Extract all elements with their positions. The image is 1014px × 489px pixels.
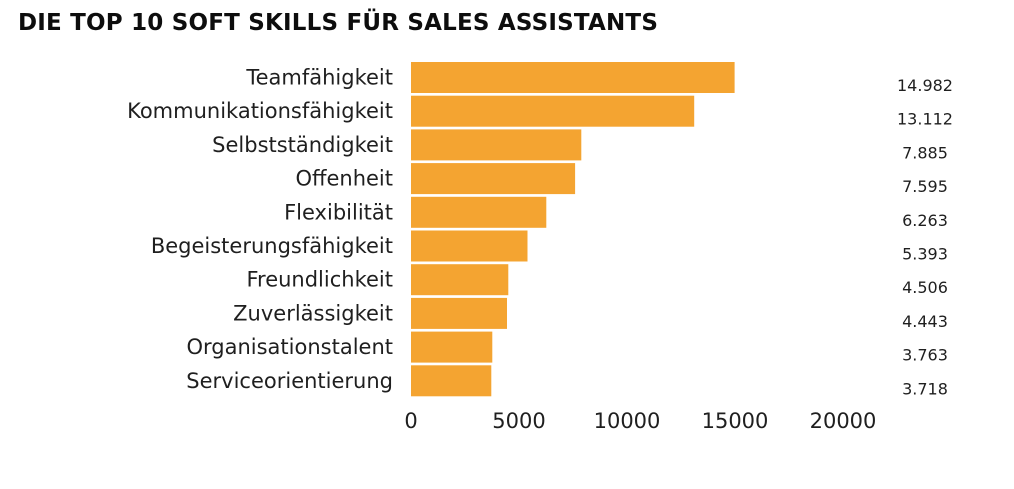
data-label: 3.763 (902, 346, 948, 365)
data-label: 3.718 (902, 379, 948, 398)
bar (411, 331, 493, 363)
data-label: 4.443 (902, 312, 948, 331)
category-label: Freundlichkeit (246, 268, 393, 292)
chart-title: DIE TOP 10 SOFT SKILLS FÜR SALES ASSISTA… (18, 10, 659, 36)
bar (411, 62, 735, 93)
category-label: Selbstständigkeit (212, 133, 393, 157)
bar (411, 163, 576, 195)
data-label: 7.885 (902, 143, 948, 162)
category-labels-group: Teamfähigkeit Kommunikationsfähigkeit Selb… (127, 66, 393, 393)
category-label: Flexibilität (284, 200, 393, 224)
x-tick-label: 10000 (594, 409, 661, 433)
category-label: Zuverlässigkeit (233, 301, 393, 325)
x-axis-ticks-group: 0 5000 10000 15000 20000 (404, 409, 876, 433)
bars-group (411, 62, 735, 397)
bar (411, 196, 547, 228)
category-label: Kommunikationsfähigkeit (127, 99, 393, 123)
value-labels-group: 14.982 13.112 7.885 7.595 6.263 5.393 4.506 4.4… (897, 76, 953, 398)
x-tick-label: 5000 (492, 409, 545, 433)
x-tick-label: 0 (404, 409, 417, 433)
data-label: 4.506 (902, 278, 948, 297)
category-label: Teamfähigkeit (245, 66, 393, 90)
category-label: Offenheit (295, 167, 393, 191)
category-label: Begeisterungsfähigkeit (151, 234, 393, 258)
x-tick-label: 20000 (810, 409, 877, 433)
bar (411, 95, 695, 127)
category-label: Serviceorientierung (186, 369, 393, 393)
bar (411, 297, 507, 329)
x-tick-label: 15000 (702, 409, 769, 433)
data-label: 7.595 (902, 177, 948, 196)
data-label: 13.112 (897, 110, 953, 129)
data-label: 6.263 (902, 211, 948, 230)
bar (411, 230, 528, 262)
bar (411, 264, 509, 296)
data-label: 5.393 (902, 245, 948, 264)
bar (411, 365, 492, 397)
bar (411, 129, 582, 161)
data-label: 14.982 (897, 76, 953, 95)
category-label: Organisationstalent (186, 335, 393, 359)
